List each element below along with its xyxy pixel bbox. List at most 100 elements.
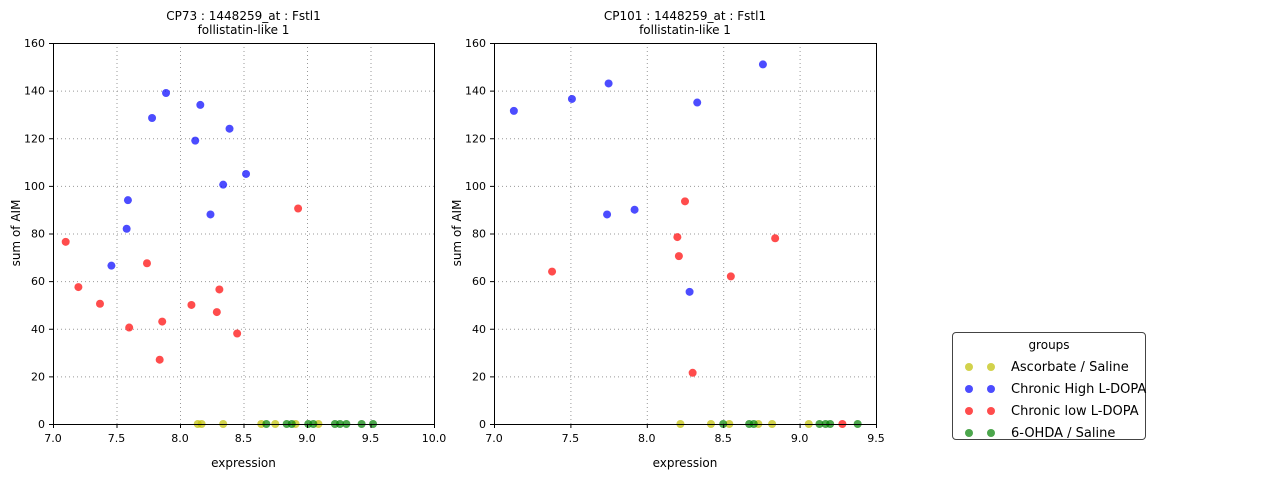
right-plot-ylabel: sum of AIM: [450, 199, 464, 267]
y-tick-label: 60: [31, 275, 45, 288]
data-point: [215, 285, 224, 294]
data-point: [219, 180, 228, 189]
data-point: [509, 106, 518, 115]
data-point: [206, 210, 215, 219]
right-plot-title-line1: CP101 : 1448259_at : Fstl1: [603, 9, 767, 23]
left-plot-xlabel: expression: [211, 456, 276, 470]
right-plot-xlabel: expression: [652, 456, 718, 470]
x-tick-label: 7.5: [562, 432, 580, 445]
data-point: [148, 114, 157, 123]
y-tick-label: 0: [38, 418, 45, 431]
data-point: [630, 205, 639, 214]
data-point: [225, 124, 234, 133]
y-tick-label: 100: [465, 180, 486, 193]
data-point: [726, 272, 735, 281]
legend-marker-icon: [965, 407, 973, 415]
x-tick-label: 7.0: [485, 432, 503, 445]
data-point: [567, 94, 576, 103]
y-tick-label: 40: [472, 323, 486, 336]
x-tick-label: 10.0: [422, 432, 447, 445]
legend-box: groups Ascorbate / Saline Chronic High L-…: [952, 332, 1146, 441]
legend-marker-icon: [987, 407, 995, 415]
x-tick-label: 9.0: [298, 432, 316, 445]
data-point: [196, 100, 205, 109]
left-plot-title-line2: follistatin-like 1: [197, 23, 290, 37]
legend-marker-icon: [965, 385, 973, 393]
data-point: [548, 267, 557, 276]
legend-items: Ascorbate / Saline Chronic High L-DOPA Chr…: [953, 356, 1147, 444]
data-point: [107, 261, 116, 270]
data-point: [142, 259, 151, 268]
right-plot-title-line2: follistatin-like 1: [639, 23, 731, 37]
data-point: [95, 299, 104, 308]
data-point: [122, 224, 131, 233]
data-point: [294, 204, 303, 213]
data-point: [674, 252, 683, 261]
legend-item: Chronic low L-DOPA: [953, 400, 1145, 422]
legend-item-label: Chronic High L-DOPA: [1011, 381, 1147, 397]
data-point: [191, 136, 200, 145]
x-tick-label: 7.0: [44, 432, 62, 445]
data-point: [125, 323, 134, 332]
legend-marker-icon: [987, 429, 995, 437]
data-point: [74, 283, 83, 292]
plot-border: [494, 43, 877, 425]
data-point: [758, 60, 767, 69]
legend-marker-icon: [987, 385, 995, 393]
data-point: [158, 317, 167, 326]
x-tick-label: 9.5: [867, 432, 885, 445]
legend-item: 6-OHDA / Saline: [953, 422, 1145, 444]
data-point: [673, 233, 682, 242]
y-tick-label: 100: [24, 180, 45, 193]
data-point: [681, 197, 689, 206]
data-point: [242, 169, 251, 178]
data-point: [162, 89, 171, 98]
y-tick-label: 20: [31, 370, 45, 383]
legend-item: Ascorbate / Saline: [953, 356, 1145, 378]
y-tick-label: 120: [465, 132, 486, 145]
data-point: [685, 287, 694, 296]
x-tick-label: 8.5: [235, 432, 253, 445]
y-tick-label: 160: [24, 37, 45, 50]
left-plot-ylabel: sum of AIM: [9, 199, 23, 267]
x-tick-label: 8.5: [714, 432, 732, 445]
x-tick-label: 9.0: [791, 432, 809, 445]
left-plot-title: CP73 : 1448259_at : Fstl1 follistatin-li…: [53, 9, 434, 37]
left-plot-title-line1: CP73 : 1448259_at : Fstl1: [166, 9, 321, 23]
y-tick-label: 140: [24, 85, 45, 98]
x-tick-label: 7.5: [108, 432, 126, 445]
data-point: [155, 355, 164, 364]
data-point: [61, 237, 70, 246]
y-tick-label: 60: [472, 275, 486, 288]
legend-marker-icon: [965, 429, 973, 437]
data-point: [603, 210, 612, 219]
data-point: [771, 234, 780, 243]
data-point: [604, 79, 613, 88]
legend-item-label: 6-OHDA / Saline: [1011, 425, 1116, 441]
data-point: [187, 300, 196, 309]
x-tick-label: 8.0: [638, 432, 656, 445]
data-point: [212, 308, 221, 317]
data-point: [688, 368, 697, 377]
right-plot-title: CP101 : 1448259_at : Fstl1 follistatin-l…: [494, 9, 876, 37]
legend-item-label: Chronic low L-DOPA: [1011, 403, 1139, 419]
y-tick-label: 80: [31, 228, 45, 241]
y-tick-label: 40: [31, 323, 45, 336]
y-tick-label: 0: [479, 418, 486, 431]
y-tick-label: 140: [465, 85, 486, 98]
x-tick-label: 9.5: [362, 432, 380, 445]
legend-item-label: Ascorbate / Saline: [1011, 359, 1129, 375]
legend-title: groups: [1028, 338, 1070, 352]
y-tick-label: 20: [472, 370, 486, 383]
legend-marker-icon: [965, 363, 973, 371]
legend-item: Chronic High L-DOPA: [953, 378, 1147, 400]
x-tick-label: 8.0: [171, 432, 189, 445]
y-tick-label: 80: [472, 228, 486, 241]
data-point: [233, 329, 242, 338]
y-tick-label: 120: [24, 132, 45, 145]
y-tick-label: 160: [465, 37, 486, 50]
data-point: [693, 98, 702, 107]
data-point: [123, 196, 132, 205]
